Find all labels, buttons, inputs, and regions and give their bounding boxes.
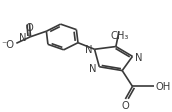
Text: OH: OH (155, 81, 171, 91)
Text: ⁻O: ⁻O (1, 40, 14, 50)
Text: N: N (85, 44, 92, 54)
Text: O: O (121, 100, 129, 110)
Text: O: O (26, 23, 33, 33)
Text: N: N (89, 64, 97, 73)
Text: CH₃: CH₃ (110, 31, 129, 40)
Text: N⁺: N⁺ (19, 33, 31, 43)
Text: N: N (135, 53, 143, 63)
